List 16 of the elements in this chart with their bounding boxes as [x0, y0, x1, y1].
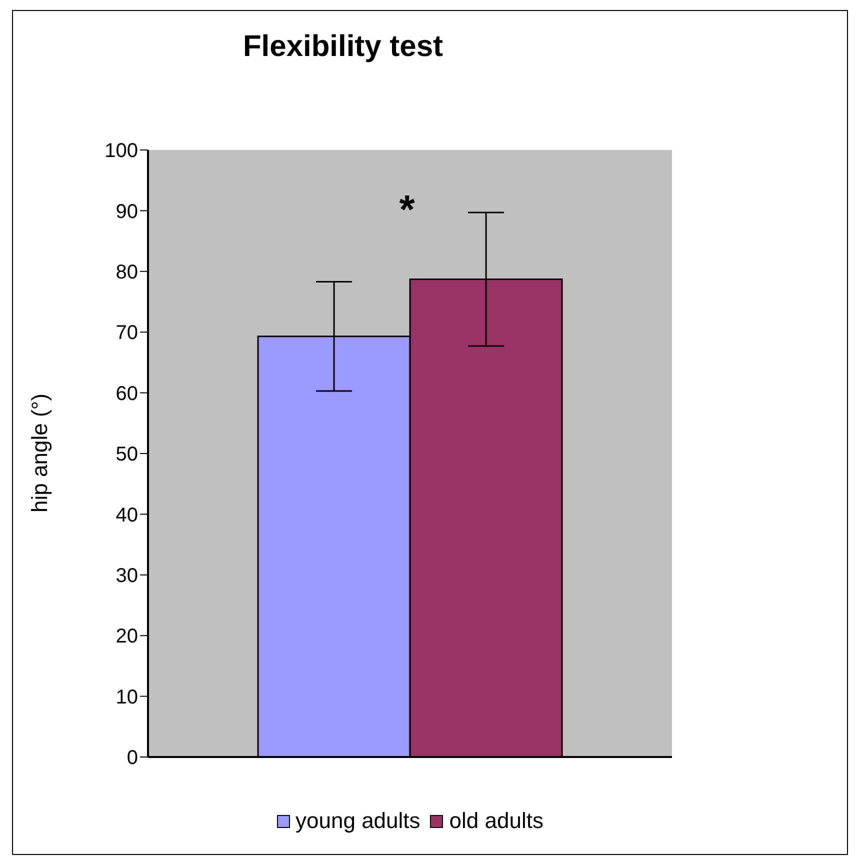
- y-tick-label: 20: [116, 626, 138, 648]
- y-tick-label: 50: [116, 444, 138, 466]
- y-tick-label: 60: [116, 382, 138, 405]
- y-tick-label: 40: [116, 504, 138, 526]
- y-tick-label: 10: [116, 686, 138, 708]
- y-tick-label: 90: [116, 200, 138, 223]
- annotation: *: [399, 188, 415, 232]
- y-tick-label: 30: [116, 565, 138, 587]
- y-tick-label: 0: [126, 747, 138, 770]
- y-tick-label: 100: [104, 140, 138, 162]
- chart-title: Flexibility test: [242, 30, 444, 64]
- y-axis-title: hip angle (°): [27, 394, 53, 512]
- legend-label: old adults: [449, 808, 544, 834]
- legend-label: young adults: [296, 808, 420, 834]
- y-tick-label: 80: [116, 262, 138, 284]
- y-tick-label: 70: [116, 322, 138, 344]
